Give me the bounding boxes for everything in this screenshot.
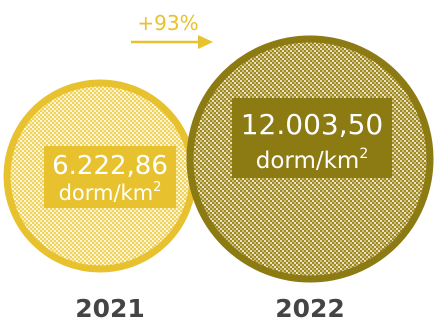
value-label-2022-unit-prefix: dorm/km — [256, 148, 360, 174]
growth-arrow-label: +93% — [137, 11, 198, 35]
year-label-2021: 2021 — [75, 294, 145, 323]
value-label-2021-unit-prefix: dorm/km — [59, 181, 154, 205]
year-label-2022: 2022 — [275, 294, 345, 323]
value-label-2022-bg — [232, 98, 392, 178]
value-label-2021-unit-sup: 2 — [153, 180, 161, 195]
value-label-2022-unit: dorm/km2 — [256, 146, 369, 174]
value-label-2022-unit-sup: 2 — [359, 146, 368, 162]
value-label-2022-number: 12.003,50 — [241, 108, 384, 141]
value-label-2021-bg — [44, 146, 176, 208]
growth-arrow-head-icon — [198, 35, 213, 49]
value-label-2022: 12.003,50 dorm/km2 — [232, 98, 392, 178]
value-label-2021-number: 6.222,86 — [52, 151, 168, 181]
value-label-2021-unit: dorm/km2 — [59, 180, 162, 205]
value-label-2021: 6.222,86 dorm/km2 — [44, 146, 176, 208]
growth-arrow: +93% — [131, 11, 213, 49]
